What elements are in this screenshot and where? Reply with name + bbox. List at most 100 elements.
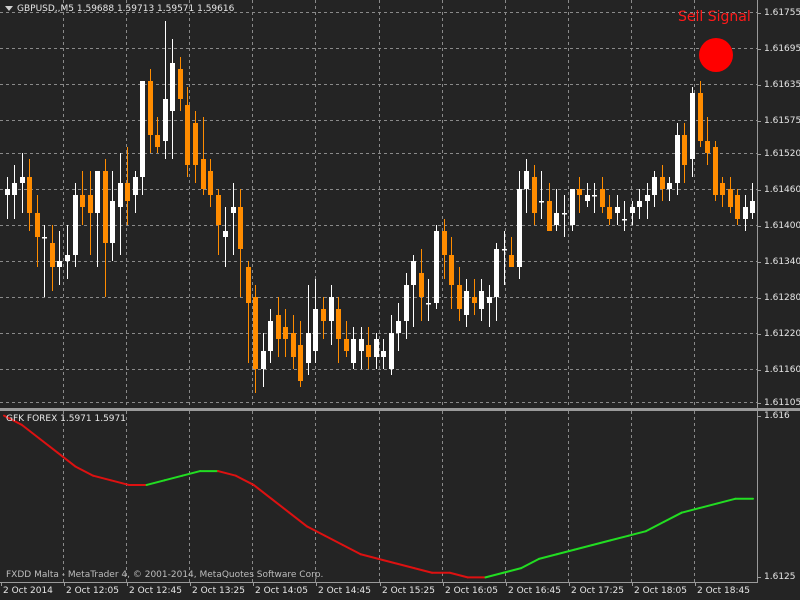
indicator-line-segment <box>145 479 166 486</box>
indicator-line-segment <box>591 539 612 547</box>
candle-body <box>652 177 657 195</box>
indicator-line-segment <box>555 548 576 556</box>
time-tick-label: 2 Oct 12:45 <box>127 582 182 596</box>
indicator-line-segment <box>395 562 416 570</box>
candle-body <box>351 339 356 363</box>
candle-body <box>268 321 273 351</box>
candle-body <box>449 255 454 285</box>
dropdown-triangle-icon <box>5 6 13 11</box>
price-axis-line <box>757 0 758 583</box>
candle-body <box>404 285 409 321</box>
candle-body <box>155 135 160 147</box>
indicator-line-segment <box>252 483 273 500</box>
candle-body <box>246 267 251 303</box>
copyright-footer: FXDD Malta - MetaTrader 4, © 2001-2014, … <box>6 570 324 580</box>
candle-body <box>35 213 40 237</box>
indicator-line-segment <box>270 497 291 514</box>
indicator-tick-label: 1.616 <box>757 410 790 421</box>
symbol-header[interactable]: GBPUSD,,M5 1.59688 1.59713 1.59571 1.596… <box>5 4 234 14</box>
candle-body <box>231 207 236 213</box>
sell-signal-dot-icon[interactable] <box>699 38 733 72</box>
indicator-line-segment <box>163 474 184 482</box>
candle-body <box>592 195 597 197</box>
indicator-line-segment <box>234 474 255 486</box>
indicator-line-segment <box>20 423 41 440</box>
candle-body <box>735 195 740 219</box>
indicator-tick-label: 1.6125 <box>757 572 796 583</box>
candle-body <box>366 345 371 357</box>
indicator-header: GFK FOREX 1.5971 1.5971 <box>6 414 126 424</box>
candle-body <box>660 177 665 189</box>
candle-body <box>554 213 559 225</box>
price-tick-label: 1.61575 <box>756 115 800 126</box>
candle-body <box>381 351 386 357</box>
candle-body <box>615 207 620 213</box>
candle-body <box>675 135 680 183</box>
candle-body <box>140 81 145 177</box>
indicator-line-segment <box>573 544 594 551</box>
candle-body <box>321 309 326 321</box>
indicator-line-segment <box>74 465 95 477</box>
candle-body <box>667 183 672 189</box>
candle-body <box>750 201 755 213</box>
candle-body <box>73 195 78 255</box>
candle-body <box>223 231 228 237</box>
candle-body <box>50 243 55 267</box>
candle-body <box>238 207 243 249</box>
time-tick-label: 2 Oct 16:45 <box>506 582 561 596</box>
candle-body <box>313 309 318 351</box>
candle-body <box>65 255 70 261</box>
candle-body <box>570 189 575 225</box>
candle-body <box>12 183 17 195</box>
candle-body <box>283 327 288 339</box>
indicator-line-segment <box>92 474 112 482</box>
indicator-line-segment <box>538 553 558 560</box>
candle-body <box>261 351 266 369</box>
candle-body <box>607 207 612 219</box>
time-tick-label: 2 Oct 16:05 <box>443 582 498 596</box>
candle-body <box>585 195 590 201</box>
price-tick-label: 1.61220 <box>756 328 800 339</box>
time-tick-label: 2 Oct 2014 <box>1 582 53 596</box>
time-tick-label: 2 Oct 14:45 <box>316 582 371 596</box>
candle-body <box>118 183 123 207</box>
indicator-line-segment <box>3 414 23 426</box>
candle-body <box>457 285 462 309</box>
candle-body <box>442 231 447 255</box>
subwindow-separator[interactable] <box>0 408 800 411</box>
price-tick-label: 1.61695 <box>756 43 800 54</box>
candle-body <box>163 99 168 141</box>
candle-body <box>329 297 334 321</box>
time-tick-label: 2 Oct 15:25 <box>380 582 435 596</box>
time-tick-label: 2 Oct 14:05 <box>253 582 308 596</box>
indicator-line-segment <box>662 511 683 523</box>
price-tick-label: 1.61105 <box>756 397 800 408</box>
candle-body <box>5 189 10 195</box>
time-tick-label: 2 Oct 13:25 <box>190 582 245 596</box>
indicator-line-segment <box>56 451 77 468</box>
sell-signal-label: Sell Signal <box>678 9 751 25</box>
price-tick-label: 1.61755 <box>756 7 800 18</box>
candle-body <box>291 333 296 357</box>
candle-body <box>208 171 213 195</box>
indicator-line-segment <box>609 534 630 542</box>
candle-body <box>494 249 499 297</box>
time-tick-label: 2 Oct 12:05 <box>64 582 119 596</box>
indicator-line-segment <box>306 525 326 537</box>
candle-body <box>720 183 725 195</box>
candle-body <box>359 339 364 351</box>
time-tick-label: 2 Oct 18:05 <box>632 582 687 596</box>
candle-body <box>690 93 695 159</box>
indicator-line-segment <box>110 479 130 486</box>
candle-body <box>600 189 605 207</box>
indicator-line-segment <box>448 571 469 579</box>
candle-body <box>27 177 32 213</box>
indicator-line-segment <box>341 544 362 556</box>
candle-body <box>411 261 416 285</box>
candle-body <box>532 177 537 213</box>
indicator-line-segment <box>217 470 237 477</box>
candle-body <box>547 201 552 231</box>
indicator-line-segment <box>181 470 202 477</box>
indicator-line-segment <box>288 511 309 528</box>
indicator-line-segment <box>377 557 398 565</box>
